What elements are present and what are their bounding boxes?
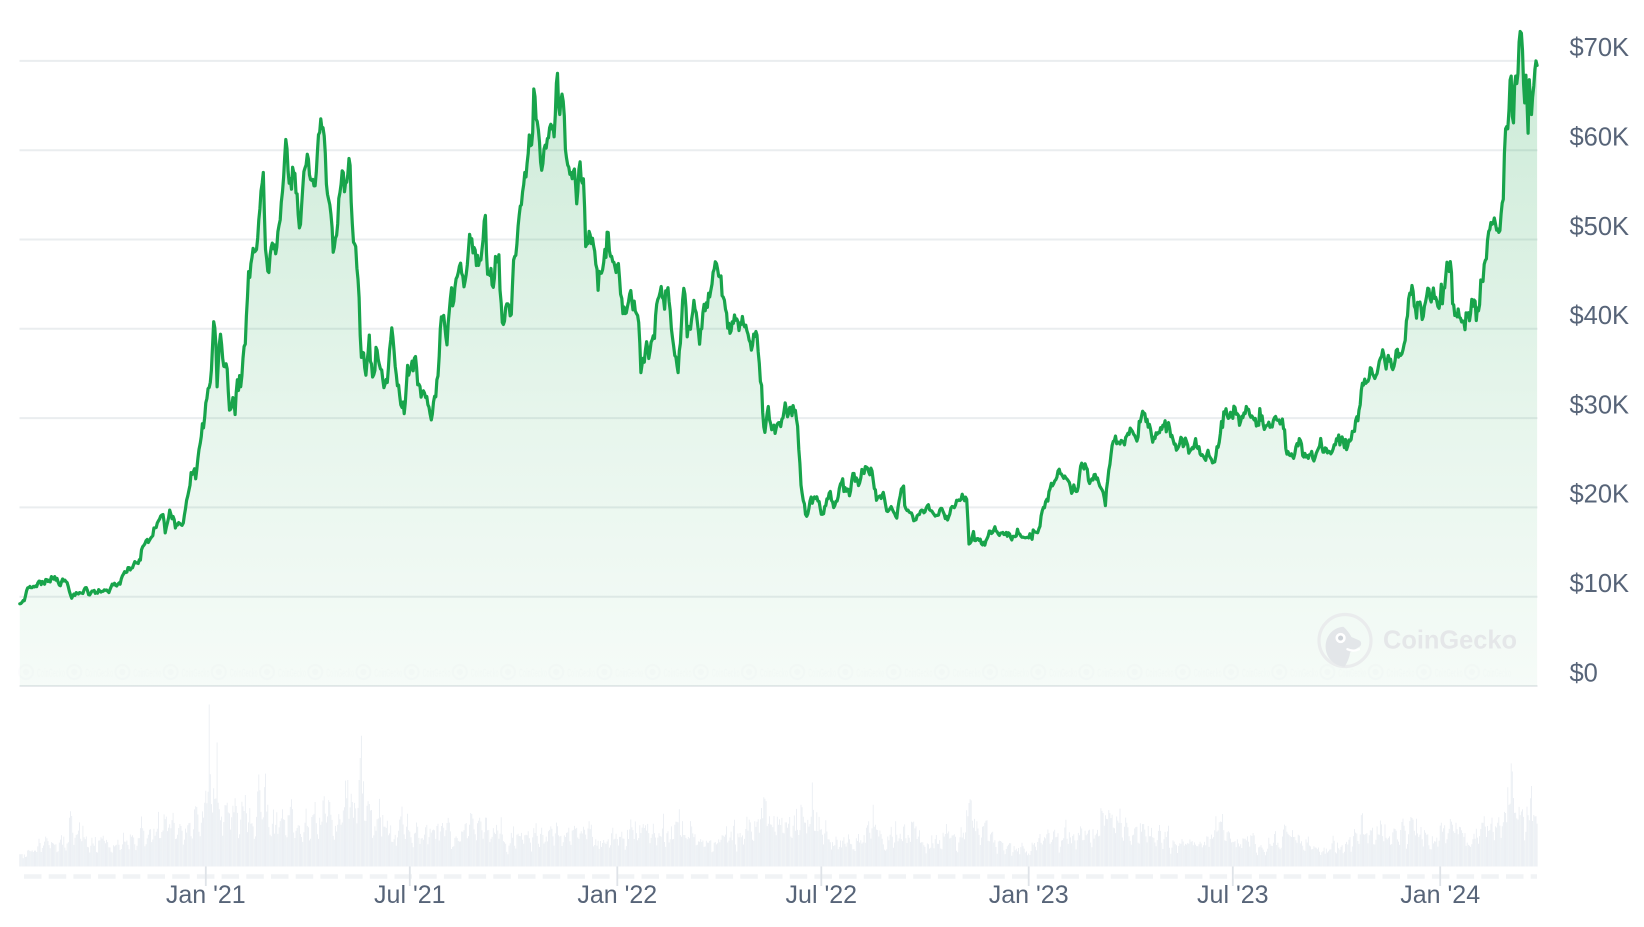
svg-text:$30K: $30K [1570,391,1630,419]
svg-text:CoinGecko: CoinGecko [1383,625,1517,655]
svg-text:Jul '22: Jul '22 [786,881,857,909]
svg-text:$70K: $70K [1570,34,1630,62]
svg-text:$20K: $20K [1570,481,1630,509]
svg-text:Jul '21: Jul '21 [374,881,445,909]
svg-text:$50K: $50K [1570,213,1630,241]
svg-text:Jul '23: Jul '23 [1197,881,1268,909]
svg-text:$10K: $10K [1570,570,1630,598]
svg-text:Jan '24: Jan '24 [1400,881,1480,909]
svg-text:$40K: $40K [1570,302,1630,330]
svg-text:$60K: $60K [1570,124,1630,152]
svg-text:Jan '23: Jan '23 [989,881,1069,909]
svg-text:Jan '21: Jan '21 [166,881,246,909]
svg-text:$0: $0 [1570,659,1598,687]
svg-text:Jan '22: Jan '22 [577,881,657,909]
